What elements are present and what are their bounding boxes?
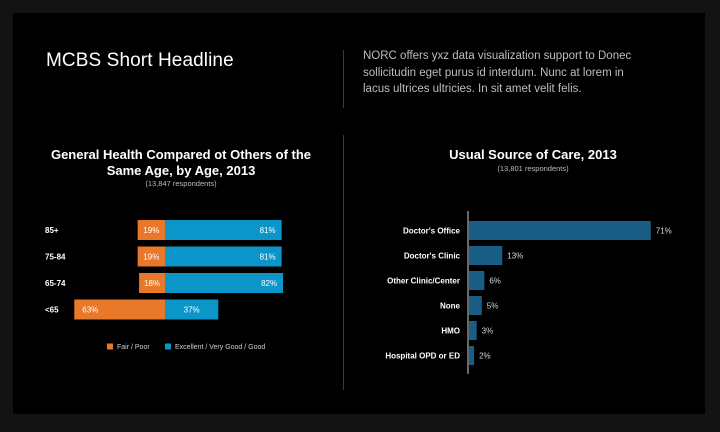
data-label: 13%	[507, 252, 523, 261]
chart-subtitle-general-health: (13,847 respondents)	[145, 179, 217, 188]
category-label-doctor-s-office: Doctor's Office	[403, 227, 461, 236]
chart-subtitle-source-of-care: (13,801 respondents)	[497, 164, 569, 173]
divider-top	[343, 50, 344, 108]
chart-title-general-health: General Health Compared ot Others of the…	[50, 147, 312, 178]
headline: MCBS Short Headline	[46, 50, 234, 71]
data-label: 82%	[261, 279, 277, 288]
intro-text: NORC offers yxz data visualization suppo…	[363, 50, 632, 95]
bar-doctor-s-clinic	[469, 246, 503, 265]
bar-excellent-good	[165, 273, 284, 293]
data-label: 81%	[260, 226, 276, 235]
data-label: 19%	[143, 226, 159, 235]
bar-fair-poor	[137, 220, 165, 240]
data-label: 19%	[143, 253, 159, 262]
category-label-85: 85+	[45, 226, 59, 235]
category-label-hmo: HMO	[441, 327, 460, 336]
bar-doctor-s-office	[469, 221, 651, 240]
charts-canvas: 85+ 19% 81% 75-84 19% 81% 65-74 18% 82% <65 63% 37%…	[45, 211, 672, 374]
data-label: 18%	[144, 279, 160, 288]
bar-none	[469, 296, 482, 315]
chart-title-source-of-care: Usual Source of Care, 2013	[449, 147, 617, 162]
divider-middle	[343, 135, 344, 390]
legend-label-fair-poor: Fair / Poor	[117, 344, 150, 351]
data-label: 3%	[482, 327, 494, 336]
bar-other-clinic-center	[469, 271, 485, 290]
chart-panel: MCBS Short Headline NORC offers yxz data…	[13, 13, 705, 414]
bar-excellent-good	[165, 299, 219, 320]
category-label-65: <65	[45, 306, 59, 315]
legend-swatch-fair-poor	[107, 343, 113, 350]
data-label: 63%	[82, 306, 98, 315]
data-label: 37%	[184, 306, 200, 315]
legend-swatch-excellent-good	[165, 343, 171, 350]
data-label: 5%	[487, 302, 499, 311]
legend-label-excellent-good: Excellent / Very Good / Good	[175, 344, 265, 351]
bar-fair-poor	[139, 273, 165, 293]
bar-fair-poor	[74, 299, 165, 320]
category-label-hospital-opd-or-ed: Hospital OPD or ED	[385, 352, 460, 361]
bar-hospital-opd-or-ed	[469, 346, 475, 365]
bar-excellent-good	[165, 246, 282, 267]
category-label-65-74: 65-74	[45, 279, 66, 288]
category-label-doctor-s-clinic: Doctor's Clinic	[404, 252, 461, 261]
data-label: 71%	[656, 227, 672, 236]
data-label: 2%	[479, 352, 491, 361]
data-label: 6%	[489, 277, 501, 286]
bar-fair-poor	[137, 246, 165, 267]
bar-excellent-good	[165, 220, 282, 240]
bar-hmo	[469, 321, 477, 340]
data-label: 81%	[260, 253, 276, 262]
category-label-none: None	[440, 302, 461, 311]
category-label-other-clinic-center: Other Clinic/Center	[387, 277, 460, 286]
category-label-75-84: 75-84	[45, 253, 66, 262]
